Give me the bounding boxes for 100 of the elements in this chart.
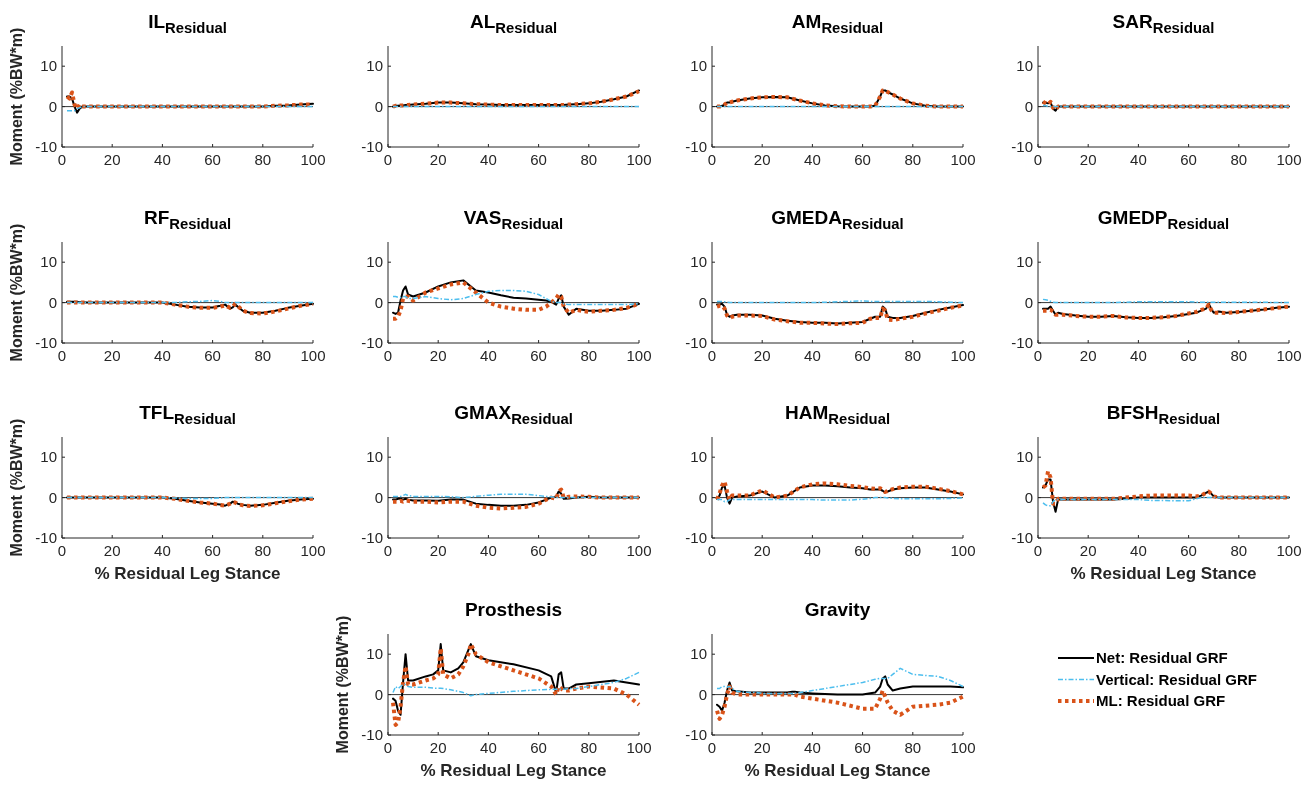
x-tick-label: 60 (530, 347, 547, 364)
chart-title: RF$_{Residual}$ (143, 207, 232, 233)
y-tick-label: 10 (1016, 448, 1033, 466)
x-axis-title: % Residual Leg Stance (420, 761, 607, 780)
x-tick-label: 60 (1180, 347, 1197, 364)
x-tick-label: 80 (1230, 151, 1248, 168)
x-tick-label: 60 (530, 151, 547, 168)
y-tick-label: 0 (698, 488, 707, 506)
line-series (1042, 496, 1290, 507)
y-tick-label: -10 (1011, 529, 1033, 547)
y-tick-label: 0 (374, 488, 383, 506)
x-tick-label: 80 (580, 151, 598, 168)
x-tick-label: 80 (254, 542, 272, 559)
x-tick-label: 60 (204, 347, 221, 364)
x-tick-label: 20 (103, 151, 121, 168)
y-tick-label: 10 (1016, 253, 1033, 271)
x-axis-title: % Residual Leg Stance (1070, 564, 1257, 583)
y-tick-label: -10 (1011, 334, 1033, 352)
y-tick-label: 0 (48, 97, 57, 115)
x-tick-label: 100 (626, 151, 652, 168)
x-tick-label: 40 (154, 151, 171, 168)
y-tick-label: 10 (690, 645, 707, 663)
y-axis-title: Moment (%BW*m) (8, 223, 25, 362)
x-tick-label: 20 (429, 739, 447, 756)
x-tick-label: 40 (804, 151, 821, 168)
x-tick-label: 20 (753, 347, 771, 364)
x-tick-label: 40 (1130, 151, 1147, 168)
x-tick-label: 20 (429, 151, 447, 168)
y-tick-label: 0 (1024, 293, 1033, 311)
line-series (392, 671, 640, 697)
x-tick-label: 60 (204, 542, 221, 559)
y-tick-label: -10 (35, 138, 57, 156)
x-tick-label: 100 (1276, 151, 1302, 168)
x-tick-label: 80 (254, 151, 272, 168)
x-tick-label: 100 (626, 739, 652, 756)
x-tick-label: 20 (753, 542, 771, 559)
y-tick-label: -10 (35, 334, 57, 352)
y-tick-label: 0 (698, 97, 707, 115)
x-tick-label: 60 (854, 347, 871, 364)
x-tick-label: 80 (904, 542, 922, 559)
x-tick-label: 40 (480, 347, 497, 364)
chart-title: HAM$_{Residual}$ (784, 402, 891, 428)
y-tick-label: 0 (48, 293, 57, 311)
x-tick-label: 40 (1130, 347, 1147, 364)
x-tick-label: 20 (103, 542, 121, 559)
chart-title: VAS$_{Residual}$ (463, 207, 564, 233)
line-series (715, 684, 965, 721)
x-tick-label: 100 (950, 347, 976, 364)
x-tick-label: 40 (1130, 542, 1147, 559)
chart-title: Prosthesis (464, 599, 563, 620)
x-tick-label: 40 (480, 151, 497, 168)
x-tick-label: 80 (580, 347, 598, 364)
x-tick-label: 20 (753, 151, 771, 168)
x-tick-label: 80 (580, 739, 598, 756)
x-tick-label: 40 (154, 542, 171, 559)
y-axis-title: Moment (%BW*m) (8, 27, 25, 166)
x-tick-label: 20 (429, 347, 447, 364)
y-tick-label: 0 (1024, 97, 1033, 115)
y-axis-title: Moment (%BW*m) (334, 615, 351, 754)
line-series (716, 484, 964, 505)
y-tick-label: 10 (366, 645, 383, 663)
x-tick-label: 100 (300, 542, 326, 559)
x-tick-label: 80 (904, 739, 922, 756)
y-tick-label: 10 (40, 253, 57, 271)
x-tick-label: 20 (753, 739, 771, 756)
y-axis-title: Moment (%BW*m) (8, 418, 25, 557)
line-series (716, 675, 964, 712)
x-tick-label: 60 (1180, 542, 1197, 559)
y-tick-label: -10 (361, 138, 383, 156)
y-tick-label: 10 (690, 253, 707, 271)
y-tick-label: 0 (698, 685, 707, 703)
x-tick-label: 60 (854, 542, 871, 559)
y-tick-label: -10 (361, 334, 383, 352)
y-tick-label: -10 (35, 529, 57, 547)
y-tick-label: -10 (1011, 138, 1033, 156)
x-tick-label: 60 (530, 542, 547, 559)
x-tick-label: 100 (950, 542, 976, 559)
x-tick-label: 20 (1079, 347, 1097, 364)
x-tick-label: 20 (429, 542, 447, 559)
y-tick-label: 10 (690, 448, 707, 466)
x-tick-label: 100 (300, 151, 326, 168)
x-tick-label: 40 (154, 347, 171, 364)
y-tick-label: 10 (366, 448, 383, 466)
y-tick-label: -10 (361, 726, 383, 744)
x-tick-label: 40 (804, 542, 821, 559)
x-tick-label: 20 (1079, 542, 1097, 559)
x-tick-label: 60 (530, 739, 547, 756)
y-tick-label: 10 (1016, 57, 1033, 75)
line-series (715, 479, 965, 502)
y-tick-label: -10 (685, 334, 707, 352)
x-tick-label: 40 (480, 542, 497, 559)
chart-title: GMEDP$_{Residual}$ (1097, 207, 1230, 233)
legend-label: Vertical: Residual GRF (1096, 670, 1257, 688)
x-tick-label: 100 (950, 151, 976, 168)
x-tick-label: 80 (904, 347, 922, 364)
x-tick-label: 100 (1276, 542, 1302, 559)
x-tick-label: 100 (626, 347, 652, 364)
y-tick-label: 0 (374, 293, 383, 311)
y-tick-label: 0 (374, 97, 383, 115)
y-tick-label: 0 (698, 293, 707, 311)
